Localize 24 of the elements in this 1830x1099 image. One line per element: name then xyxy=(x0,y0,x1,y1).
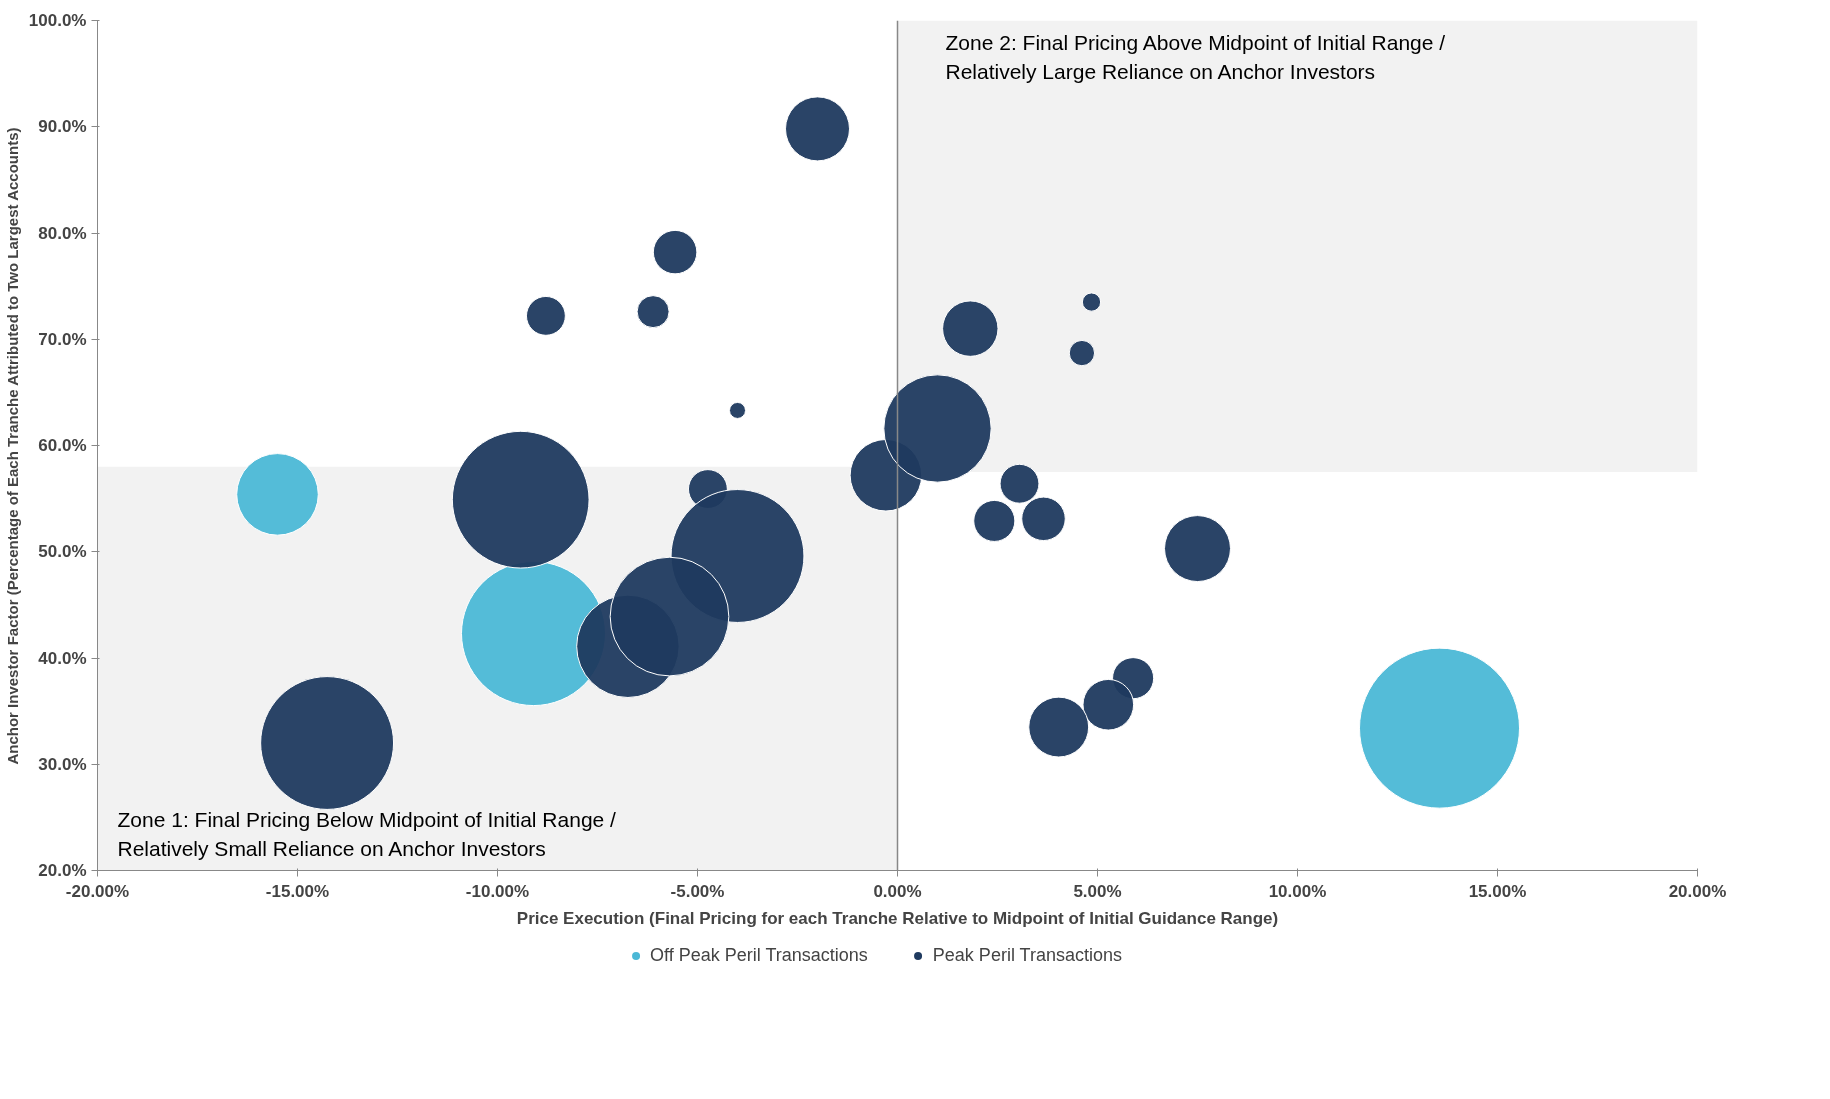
x-tick-label: 10.00% xyxy=(1268,881,1327,901)
x-tick-label: -5.00% xyxy=(670,881,725,901)
x-tick-label: 20.00% xyxy=(1668,881,1727,901)
band-label: Zone 1: Final Pricing Below Midpoint of Initial Range / Relatively Small Reliance on Anchor Investors xyxy=(117,808,617,860)
legend-label: Off Peak Peril Transactions xyxy=(650,944,868,966)
y-tick-label: 90.0% xyxy=(38,117,87,137)
y-tick-label: 20.0% xyxy=(38,861,87,880)
y-tick-label: 40.0% xyxy=(38,648,87,668)
x-axis-title: Price Execution (Final Pricing for each Tranche Relative to Midpoint of Initial Guidance Range) xyxy=(516,908,1279,928)
x-tick-label: 0.00% xyxy=(873,881,922,901)
x-tick-label: -15.00% xyxy=(265,881,330,901)
x-tick-label: -10.00% xyxy=(465,881,530,901)
x-tick-label: -20.00% xyxy=(65,881,130,901)
y-tick-label: 100.0% xyxy=(28,11,87,30)
legend-label: Peak Peril Transactions xyxy=(932,944,1122,966)
x-tick-label: 15.00% xyxy=(1468,881,1527,901)
y-tick-label: 80.0% xyxy=(38,223,87,243)
y-tick-label: 50.0% xyxy=(38,542,87,562)
band-label: Zone 2: Final Pricing Above Midpoint of Initial Range / Relatively Large Reliance on Anchor Investors xyxy=(945,31,1446,83)
y-tick-label: 30.0% xyxy=(38,754,87,774)
y-tick-label: 60.0% xyxy=(38,436,87,455)
y-axis-title: Anchor Investor Factor (Percentage of Each Tranche Attributed to Two Largest Accounts) xyxy=(3,127,21,765)
x-tick-label: 5.00% xyxy=(1073,881,1122,901)
y-tick-label: 70.0% xyxy=(38,329,87,349)
